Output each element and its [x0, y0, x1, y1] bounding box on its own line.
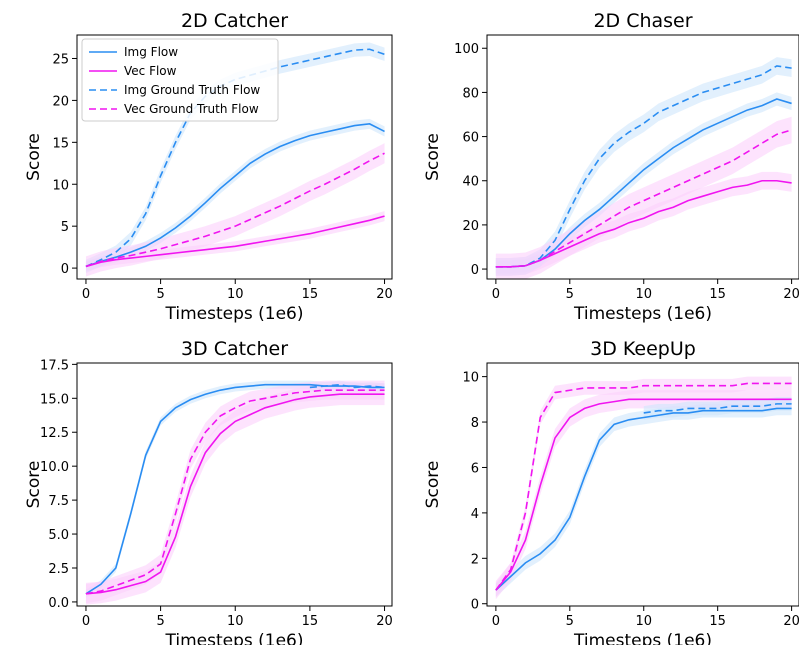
y-tick-label: 60: [462, 131, 479, 146]
series-band-3: [85, 380, 385, 604]
y-axis-label: Score: [24, 133, 44, 181]
x-tick-label: 20: [783, 287, 799, 302]
x-tick-label: 0: [492, 287, 500, 302]
chart-title: 2D Catcher: [181, 10, 288, 32]
y-tick-label: 10.0: [40, 460, 69, 475]
plot-frame: [76, 34, 393, 280]
x-tick-label: 0: [82, 614, 90, 629]
y-axis-label: Score: [423, 461, 443, 509]
y-tick-label: 0.0: [48, 596, 69, 611]
y-tick-label: 0: [471, 598, 479, 613]
y-tick-label: 10: [52, 178, 69, 193]
series-line-0: [495, 407, 792, 591]
x-tick-label: 0: [82, 287, 90, 302]
series-band-0: [495, 401, 792, 597]
chart-panel-1: 2D Chaser 0 5 10 15 20 0 20 40 60 80 100 Timesteps (…: [423, 10, 799, 324]
y-tick-label: 2.5: [48, 562, 69, 577]
chart-title: 3D KeepUp: [590, 338, 696, 360]
y-tick-label: 2: [471, 552, 479, 567]
y-tick-label: 80: [462, 86, 479, 101]
plot-frame: [486, 362, 799, 607]
x-tick-label: 15: [302, 614, 319, 629]
y-tick-label: 7.5: [48, 494, 69, 509]
y-tick-label: 12.5: [40, 426, 69, 441]
chart-title: 3D Catcher: [181, 338, 288, 360]
x-tick-label: 5: [566, 614, 574, 629]
y-tick-label: 15.0: [40, 392, 69, 407]
series-line-2: [643, 403, 792, 414]
y-tick-label: 40: [462, 175, 479, 190]
x-tick-label: 5: [156, 614, 164, 629]
y-tick-label: 100: [454, 42, 479, 57]
y-tick-label: 17.5: [40, 358, 69, 373]
plot-area: [495, 57, 792, 279]
chart-panel-3: 3D KeepUp 0 5 10 15 20 0 2 4 6 8 10 Timesteps (1e6) S…: [423, 338, 799, 645]
x-axis-label: Timesteps (1e6): [165, 631, 304, 645]
plot-frame: [76, 362, 393, 607]
series-band-3: [85, 143, 385, 277]
x-axis-label: Timesteps (1e6): [573, 304, 712, 324]
y-tick-label: 10: [462, 371, 479, 386]
x-tick-label: 0: [492, 614, 500, 629]
legend-entry: Img Ground Truth Flow: [124, 83, 260, 97]
x-tick-label: 20: [376, 287, 393, 302]
x-tick-label: 20: [783, 614, 799, 629]
y-axis-label: Score: [24, 461, 44, 509]
y-tick-label: 8: [471, 416, 479, 431]
y-axis-label: Score: [423, 133, 443, 181]
y-tick-label: 5.0: [48, 528, 69, 543]
y-tick-label: 20: [52, 94, 69, 109]
y-tick-label: 6: [471, 461, 479, 476]
x-tick-label: 10: [227, 287, 244, 302]
y-tick-label: 4: [471, 507, 479, 522]
x-tick-label: 20: [376, 614, 393, 629]
chart-panel-2: 3D Catcher 0 5 10 15 20 0.0 2.5 5.0 7.5 10.0 12.5 15…: [24, 338, 393, 645]
plot-area: [495, 376, 792, 600]
y-tick-label: 25: [52, 52, 69, 67]
x-tick-label: 5: [566, 287, 574, 302]
x-tick-label: 10: [635, 614, 652, 629]
y-tick-label: 0: [471, 263, 479, 278]
series-band-3: [495, 116, 792, 279]
legend: Img Flow Vec Flow Img Ground Truth Flow Vec…: [81, 38, 279, 122]
series-band-0: [85, 118, 385, 272]
legend-entry: Vec Flow: [124, 64, 177, 78]
x-axis-label: Timesteps (1e6): [573, 631, 712, 645]
x-tick-label: 15: [302, 287, 319, 302]
series-band-0: [495, 92, 792, 274]
x-tick-label: 15: [709, 614, 726, 629]
y-tick-label: 15: [52, 136, 69, 151]
x-tick-label: 10: [635, 287, 652, 302]
plot-frame: [486, 34, 799, 280]
chart-title: 2D Chaser: [593, 10, 692, 32]
series-line-2: [85, 48, 385, 268]
series-band-2: [495, 57, 792, 276]
legend-entry: Img Flow: [124, 45, 178, 59]
series-line-2: [309, 383, 385, 389]
x-tick-label: 10: [227, 614, 244, 629]
y-tick-label: 5: [61, 220, 69, 235]
legend-box: [81, 38, 279, 122]
chart-panel-0: 2D Catcher 0 5 10 15 20 0 5 10 15 20 25 Timesteps (1…: [24, 10, 393, 324]
plot-area: [85, 380, 385, 605]
y-tick-label: 0: [61, 262, 69, 277]
plot-area: [85, 42, 385, 277]
x-tick-label: 15: [709, 287, 726, 302]
x-tick-label: 5: [156, 287, 164, 302]
legend-entry: Vec Ground Truth Flow: [124, 102, 259, 116]
x-axis-label: Timesteps (1e6): [165, 304, 304, 324]
y-tick-label: 20: [462, 219, 479, 234]
